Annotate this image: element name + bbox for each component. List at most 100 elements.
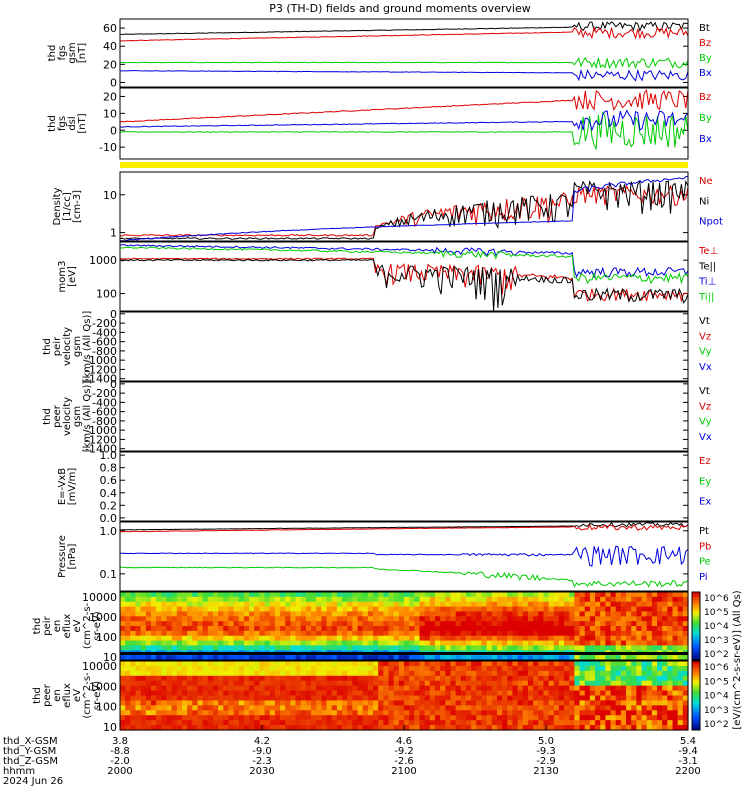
heatmap-cell xyxy=(264,630,271,637)
heatmap-cell xyxy=(631,596,637,603)
heatmap-cell xyxy=(249,705,255,711)
colorbar-cell xyxy=(692,622,700,625)
heatmap-cell xyxy=(465,680,472,687)
heatmap-cell xyxy=(378,626,384,632)
heatmap-cell xyxy=(326,685,333,692)
heatmap-cell xyxy=(285,710,291,716)
heatmap-cell xyxy=(440,675,446,682)
heatmap-cell xyxy=(280,725,286,731)
heatmap-cell xyxy=(398,592,405,598)
heatmap-cell xyxy=(145,675,152,682)
heatmap-cell xyxy=(135,670,142,677)
heatmap-cell xyxy=(383,601,390,608)
heatmap-cell xyxy=(218,670,224,677)
heatmap-cell xyxy=(321,661,328,667)
heatmap-cell xyxy=(202,720,209,726)
heatmap-cell xyxy=(280,675,286,682)
y-axis-label-peir_en-5: (cm^2-s- xyxy=(82,602,93,649)
legend-fgs_dsl-0: Bz xyxy=(699,92,711,103)
heatmap-cell xyxy=(409,700,415,706)
heatmap-cell xyxy=(243,661,250,667)
heatmap-cell xyxy=(254,645,261,651)
heatmap-cell xyxy=(465,616,472,622)
heatmap-cell xyxy=(228,616,235,622)
heatmap-cell xyxy=(285,695,291,702)
heatmap-cell xyxy=(233,611,240,617)
heatmap-cell xyxy=(460,655,467,661)
heatmap-cell xyxy=(667,700,674,706)
heatmap-cell xyxy=(481,640,488,647)
x-row-value-3-2: 2100 xyxy=(391,766,416,777)
heatmap-cell xyxy=(615,640,622,647)
heatmap-cell xyxy=(166,670,173,677)
heatmap-cell xyxy=(352,690,359,697)
heatmap-cell xyxy=(362,616,369,622)
y-tick-label-peer_vel-1: -200 xyxy=(92,387,117,400)
heatmap-cell xyxy=(254,705,261,711)
heatmap-cell xyxy=(223,725,230,731)
colorbar-cell xyxy=(692,646,700,649)
heatmap-cell xyxy=(507,665,514,672)
colorbar-cell xyxy=(692,643,700,646)
heatmap-cell xyxy=(254,680,261,687)
heatmap-cell xyxy=(610,695,617,702)
colorbar-cell xyxy=(692,603,700,607)
heatmap-cell xyxy=(150,611,157,617)
colorbar-cell xyxy=(692,719,700,722)
heatmap-cell xyxy=(548,685,555,692)
heatmap-cell xyxy=(342,690,348,697)
heatmap-cell xyxy=(176,630,183,637)
heatmap-cell xyxy=(626,710,632,716)
x-row-value-2-4: -3.1 xyxy=(678,756,698,767)
heatmap-cell xyxy=(584,670,591,677)
heatmap-cell xyxy=(331,645,338,651)
heatmap-cell xyxy=(166,621,173,627)
heatmap-cell xyxy=(259,611,266,617)
heatmap-cell xyxy=(481,710,488,716)
heatmap-cell xyxy=(548,611,555,617)
heatmap-cell xyxy=(595,705,601,711)
heatmap-cell xyxy=(553,645,560,651)
heatmap-cell xyxy=(305,725,312,731)
heatmap-cell xyxy=(336,665,343,672)
heatmap-cell xyxy=(300,596,307,603)
heatmap-cell xyxy=(677,596,684,603)
heatmap-cell xyxy=(145,680,152,687)
heatmap-cell xyxy=(429,675,436,682)
heatmap-cell xyxy=(517,695,524,702)
heatmap-cell xyxy=(605,725,612,731)
heatmap-cell xyxy=(404,655,410,661)
heatmap-cell xyxy=(336,606,343,613)
heatmap-cell xyxy=(342,720,348,726)
heatmap-cell xyxy=(517,616,524,622)
heatmap-cell xyxy=(450,670,457,677)
heatmap-cell xyxy=(398,596,405,603)
colorbar-cell xyxy=(692,690,700,693)
heatmap-cell xyxy=(367,661,374,667)
heatmap-cell xyxy=(388,611,395,617)
heatmap-cell xyxy=(636,705,643,711)
heatmap-cell xyxy=(295,665,302,672)
heatmap-cell xyxy=(254,601,261,608)
heatmap-cell xyxy=(274,675,281,682)
heatmap-cell xyxy=(414,665,421,672)
heatmap-cell xyxy=(522,596,529,603)
colorbar-cell xyxy=(692,700,700,703)
heatmap-cell xyxy=(383,592,390,598)
heatmap-cell xyxy=(383,680,390,687)
heatmap-cell xyxy=(460,635,467,642)
heatmap-cell xyxy=(331,695,338,702)
heatmap-cell xyxy=(300,680,307,687)
heatmap-cell xyxy=(646,675,653,682)
heatmap-cell xyxy=(130,700,137,706)
heatmap-cell xyxy=(558,645,565,651)
heatmap-cell xyxy=(367,690,374,697)
heatmap-cell xyxy=(280,640,286,647)
heatmap-cell xyxy=(285,680,291,687)
y-axis-label-efield-1: [mV/m] xyxy=(67,468,78,506)
heatmap-cell xyxy=(331,606,338,613)
heatmap-cell xyxy=(202,601,209,608)
heatmap-cell xyxy=(326,640,333,647)
heatmap-cell xyxy=(181,655,188,661)
